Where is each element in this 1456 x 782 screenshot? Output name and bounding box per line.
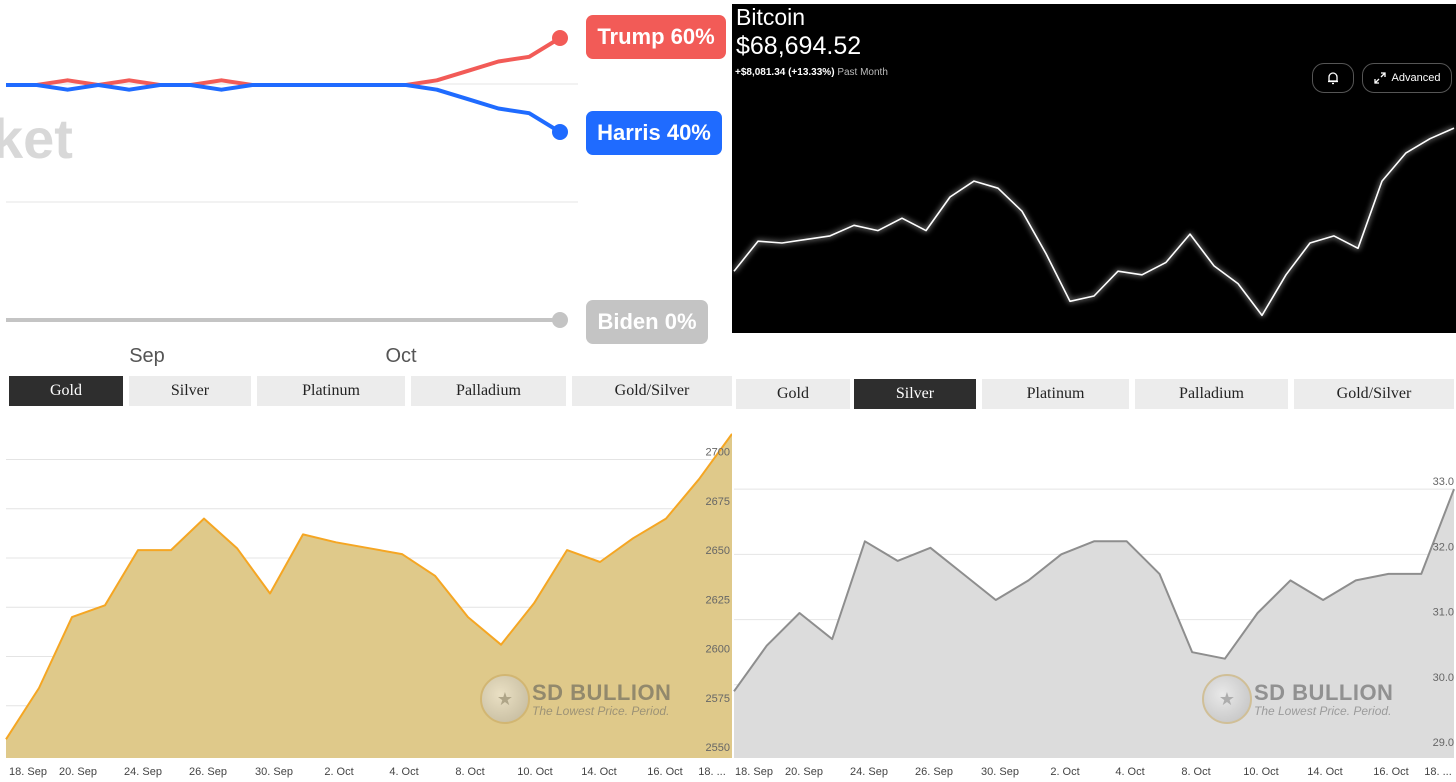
gold-x-tick-label: 10. Oct (517, 766, 552, 778)
trump-odds-badge: Trump 60% (586, 15, 726, 59)
election-month-label: Oct (385, 345, 417, 367)
tab-palladium[interactable]: Palladium (411, 376, 566, 406)
coin-icon: ★ (480, 674, 530, 724)
gold-x-tick-label: 20. Sep (59, 766, 97, 778)
sd-bullion-logo: ★ SD BULLION The Lowest Price. Period. (480, 674, 671, 724)
silver-x-tick-label: 20. Sep (785, 766, 823, 778)
silver-x-tick-label: 4. Oct (1115, 766, 1144, 778)
bitcoin-price-chart (733, 127, 1455, 317)
logo-brand: SD BULLION (1254, 680, 1394, 705)
tab-platinum[interactable]: Platinum (257, 376, 405, 406)
election-odds-chart: ket Sep Oct (0, 30, 578, 367)
advanced-button[interactable]: Advanced (1362, 63, 1452, 93)
gold-price-chart: 2550 2575 2600 2625 2650 2675 2700 18. Sep 20. … (5, 433, 732, 778)
tab-silver[interactable]: Silver (129, 376, 251, 406)
tab-gold-silver[interactable]: Gold/Silver (572, 376, 732, 406)
gold-x-tick-label: 18. ... (698, 766, 726, 778)
gold-x-tick-label: 16. Oct (647, 766, 682, 778)
bitcoin-change: +$8,081.34 (+13.33%) Past Month (735, 67, 888, 78)
biden-odds-badge: Biden 0% (586, 300, 708, 344)
silver-y-tick-label: 30.0 (1433, 672, 1454, 684)
bitcoin-change-period: Past Month (837, 67, 888, 78)
gold-y-tick-label: 2625 (706, 594, 730, 606)
gold-x-tick-label: 26. Sep (189, 766, 227, 778)
tab-gold[interactable]: Gold (9, 376, 123, 406)
gold-y-tick-label: 2675 (706, 496, 730, 508)
gold-x-tick-label: 30. Sep (255, 766, 293, 778)
gold-x-tick-label: 24. Sep (124, 766, 162, 778)
harris-endpoint (552, 124, 568, 140)
silver-x-tick-label: 14. Oct (1307, 766, 1342, 778)
silver-x-tick-label: 10. Oct (1243, 766, 1278, 778)
silver-x-tick-label: 16. Oct (1373, 766, 1408, 778)
advanced-button-label: Advanced (1391, 72, 1441, 84)
metal-tabs: Gold Silver Platinum Palladium Gold/Silv… (732, 379, 1456, 411)
biden-odds-label: Biden 0% (597, 309, 697, 334)
silver-x-tick-label: 2. Oct (1050, 766, 1079, 778)
bitcoin-price: $68,694.52 (736, 32, 862, 60)
harris-odds-line (6, 83, 562, 134)
harris-odds-label: Harris 40% (597, 120, 711, 145)
bitcoin-panel: Bitcoin $68,694.52 +$8,081.34 (+13.33%) … (732, 4, 1456, 333)
gold-y-tick-label: 2650 (706, 545, 730, 557)
gold-x-tick-label: 4. Oct (389, 766, 418, 778)
silver-price-chart: 29.0 30.0 31.0 32.0 33.0 18. Sep 20. Sep 24. S… (733, 476, 1455, 778)
tab-palladium[interactable]: Palladium (1135, 379, 1288, 409)
bitcoin-change-value: +$8,081.34 (+13.33%) (735, 67, 835, 78)
gold-y-tick-label: 2575 (706, 693, 730, 705)
metal-tabs: Gold Silver Platinum Palladium Gold/Silv… (0, 376, 732, 408)
gold-x-tick-label: 8. Oct (455, 766, 484, 778)
silver-x-tick-label: 24. Sep (850, 766, 888, 778)
silver-x-tick-label: 26. Sep (915, 766, 953, 778)
bell-plus-icon (1328, 72, 1338, 85)
gold-price-line (5, 433, 732, 740)
silver-area-fill (734, 489, 1454, 758)
trump-odds-line (6, 36, 562, 87)
gold-y-tick-label: 2600 (706, 644, 730, 656)
election-month-label: Sep (129, 345, 165, 367)
sd-bullion-logo: ★ SD BULLION The Lowest Price. Period. (1202, 674, 1393, 724)
tab-platinum[interactable]: Platinum (982, 379, 1129, 409)
bitcoin-title: Bitcoin (736, 4, 806, 30)
gold-y-tick-label: 2700 (706, 447, 730, 459)
silver-x-tick-label: 18. ... (1424, 766, 1452, 778)
silver-price-line (733, 488, 1455, 692)
gold-y-tick-label: 2550 (706, 742, 730, 754)
logo-brand: SD BULLION (532, 680, 672, 705)
logo-tagline: The Lowest Price. Period. (1254, 704, 1392, 718)
silver-y-tick-label: 29.0 (1433, 737, 1454, 749)
gold-x-tick-label: 2. Oct (324, 766, 353, 778)
expand-icon (1373, 72, 1386, 84)
trump-endpoint (552, 30, 568, 46)
tab-gold[interactable]: Gold (736, 379, 850, 409)
silver-y-tick-label: 32.0 (1433, 541, 1454, 553)
gold-x-tick-label: 18. Sep (9, 766, 47, 778)
silver-x-tick-label: 8. Oct (1181, 766, 1210, 778)
tab-gold-silver[interactable]: Gold/Silver (1294, 379, 1454, 409)
silver-chart-panel: Gold Silver Platinum Palladium Gold/Silv… (732, 372, 1456, 782)
coin-icon: ★ (1202, 674, 1252, 724)
gold-x-tick-label: 14. Oct (581, 766, 616, 778)
biden-endpoint (552, 312, 568, 328)
trump-odds-label: Trump 60% (597, 24, 715, 49)
gold-chart-panel: Gold Silver Platinum Palladium Gold/Silv… (0, 372, 732, 782)
silver-x-tick-label: 18. Sep (735, 766, 773, 778)
harris-odds-badge: Harris 40% (586, 111, 722, 155)
tab-silver[interactable]: Silver (854, 379, 976, 409)
election-odds-panel: ket Sep Oct Trump 60% Harris 40% Biden 0… (0, 0, 732, 372)
bitcoin-price-line (733, 127, 1455, 317)
silver-x-tick-label: 30. Sep (981, 766, 1019, 778)
silver-y-tick-label: 33.0 (1433, 476, 1454, 488)
election-watermark: ket (0, 107, 73, 170)
gold-area-fill (6, 433, 732, 758)
logo-tagline: The Lowest Price. Period. (532, 704, 670, 718)
silver-y-tick-label: 31.0 (1433, 607, 1454, 619)
price-alert-button[interactable] (1312, 63, 1354, 93)
